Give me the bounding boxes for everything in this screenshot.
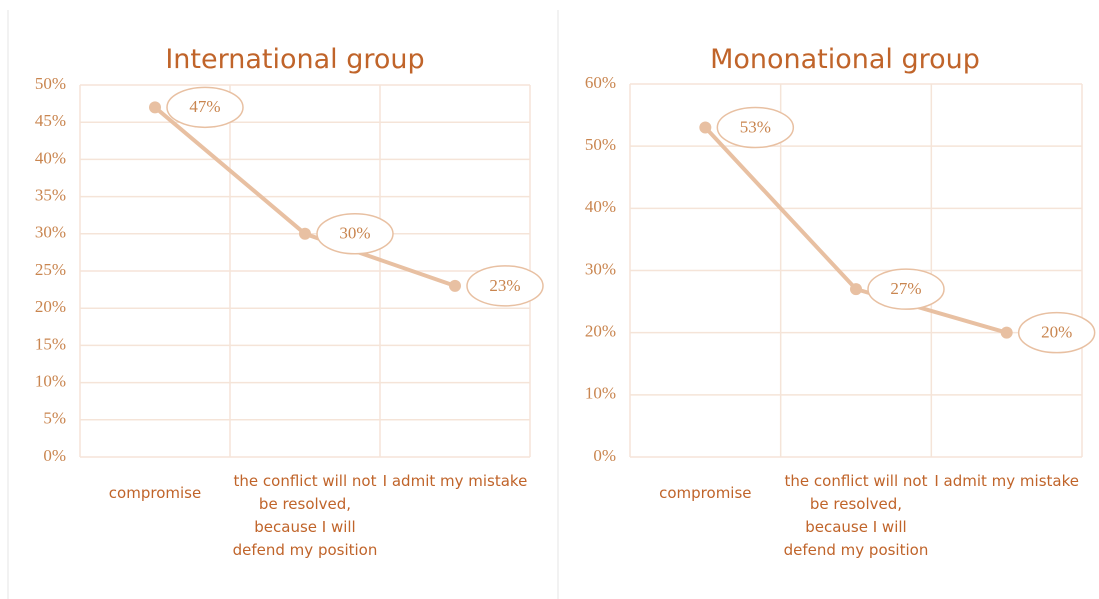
x-tick-label: compromise xyxy=(108,484,202,502)
y-tick-label: 25% xyxy=(35,260,66,279)
y-tick-label: 35% xyxy=(35,186,66,205)
y-tick-label: 40% xyxy=(35,148,66,167)
data-label: 53% xyxy=(740,117,771,136)
y-tick-label: 60% xyxy=(585,73,616,92)
data-label: 20% xyxy=(1041,323,1072,342)
y-tick-label: 30% xyxy=(35,223,66,242)
point xyxy=(299,227,311,240)
y-tick-label: 50% xyxy=(35,74,66,93)
y-tick-label: 5% xyxy=(43,409,66,428)
label-bubble xyxy=(716,106,795,149)
label-bubble xyxy=(466,265,544,307)
series-line xyxy=(703,126,1008,335)
data-label: 27% xyxy=(890,279,921,298)
label-bubble xyxy=(867,268,945,310)
y-tick-label: 30% xyxy=(585,259,616,278)
y-tick-label: 40% xyxy=(585,197,616,216)
label-bubble xyxy=(316,213,394,255)
x-tick-label: the conflict will not be resolved, becau… xyxy=(783,472,929,559)
y-tick-label: 10% xyxy=(35,372,66,391)
y-tick-label: 0% xyxy=(43,446,66,465)
point xyxy=(850,283,862,296)
point xyxy=(699,121,712,134)
y-tick-label: 0% xyxy=(593,446,616,465)
y-tick-label: 15% xyxy=(35,334,66,353)
y-tick-label: 10% xyxy=(585,384,616,403)
chart-title: International group xyxy=(165,44,424,75)
label-bubble xyxy=(166,86,244,129)
point xyxy=(449,279,461,292)
point xyxy=(149,101,161,114)
y-tick-label: 20% xyxy=(35,297,66,316)
data-label: 23% xyxy=(489,276,520,295)
label-bubble xyxy=(1017,311,1096,354)
data-label: 30% xyxy=(339,224,370,243)
x-tick-label: the conflict will not be resolved, becau… xyxy=(232,472,378,559)
chart-title: Mononational group xyxy=(710,44,980,75)
y-tick-label: 45% xyxy=(35,111,66,130)
data-label: 47% xyxy=(189,97,220,116)
x-tick-label: I admit my mistake xyxy=(382,472,528,490)
y-tick-label: 20% xyxy=(585,322,616,341)
x-tick-label: I admit my mistake xyxy=(934,472,1079,490)
y-tick-label: 50% xyxy=(585,135,616,154)
point xyxy=(1000,326,1013,339)
x-tick-label: compromise xyxy=(659,484,752,502)
